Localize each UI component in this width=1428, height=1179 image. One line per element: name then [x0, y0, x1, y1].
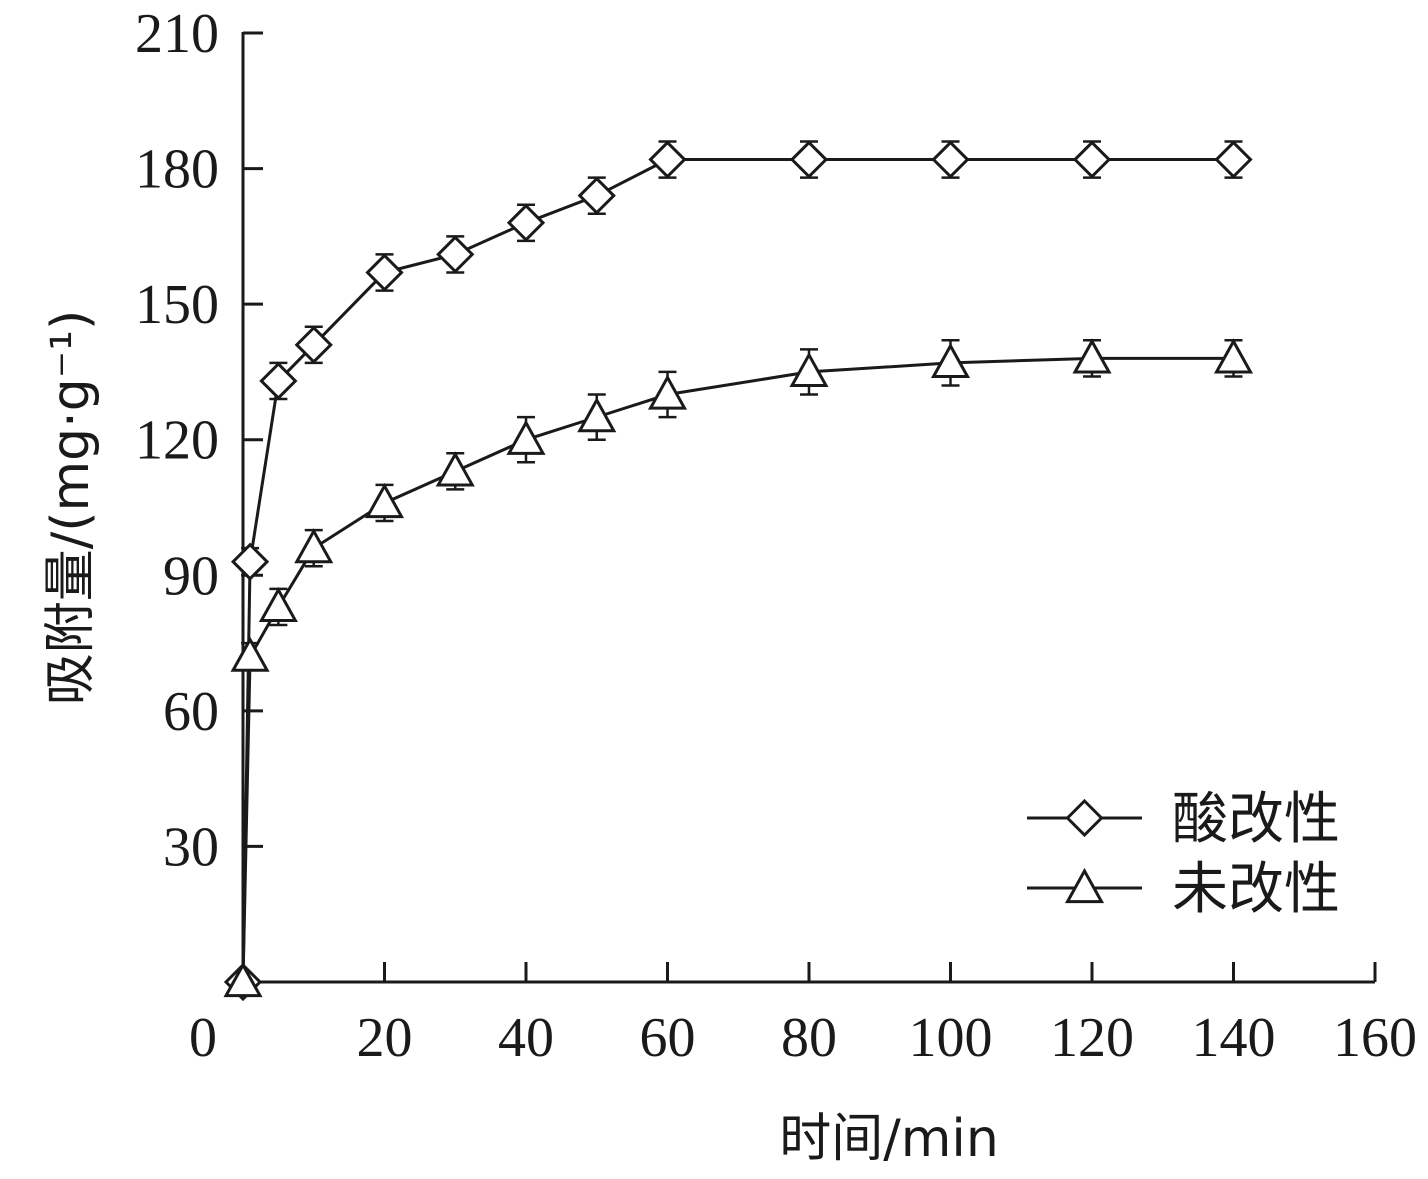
data-point [1072, 140, 1112, 179]
x-tick-label: 140 [1192, 1007, 1276, 1069]
y-tick-label: 150 [135, 274, 219, 336]
axes: 30 60 90 120 150 180 210 0 20 40 60 80 100 120 140 160 [135, 3, 1417, 1069]
x-tick-label: 40 [498, 1007, 554, 1069]
data-point [364, 482, 405, 519]
series-acid-modified [223, 140, 1253, 1002]
x-tick-label: 20 [357, 1007, 413, 1069]
data-point [577, 397, 617, 433]
data-point [1214, 140, 1253, 179]
y-tick-label: 120 [135, 410, 219, 472]
data-point [577, 176, 616, 215]
y-tick-label: 90 [163, 545, 219, 607]
data-point [294, 325, 333, 364]
series-unmodified [223, 338, 1254, 998]
x-axis-title: 时间/min [779, 1109, 999, 1169]
x-tick-label: 100 [909, 1007, 993, 1069]
data-point [435, 451, 475, 487]
data-point [259, 361, 298, 401]
legend-marker [1065, 798, 1104, 838]
data-point [506, 203, 546, 242]
x-tick-label: 60 [640, 1007, 696, 1069]
data-point [930, 342, 971, 378]
data-point [436, 235, 475, 274]
series-layer [223, 140, 1254, 1002]
data-point [365, 253, 404, 292]
data-point [506, 419, 546, 455]
y-tick-label: 210 [135, 3, 219, 65]
legend-marker [1064, 867, 1105, 904]
data-point [789, 351, 829, 388]
data-point [230, 636, 270, 672]
y-axis-title: 吸附量/(mg·g⁻¹) [41, 310, 101, 706]
legend-label: 未改性 [1172, 857, 1340, 922]
y-tick-label: 60 [163, 681, 219, 743]
data-point [258, 586, 298, 623]
x-tick-label: 120 [1050, 1007, 1134, 1069]
data-point [647, 374, 688, 410]
data-point [294, 528, 334, 564]
x-tick-label: 0 [189, 1007, 217, 1069]
x-tick-label: 160 [1333, 1007, 1417, 1069]
data-point [230, 542, 270, 581]
data-point [648, 140, 687, 179]
data-point [1213, 338, 1254, 374]
y-tick-label: 30 [163, 816, 219, 878]
data-point [1072, 338, 1112, 374]
y-tick-label: 180 [135, 139, 219, 201]
data-point [789, 140, 829, 179]
x-tick-label: 80 [781, 1007, 837, 1069]
data-point [931, 140, 970, 179]
data-point [223, 961, 263, 998]
legend-label: 酸改性 [1172, 787, 1340, 852]
